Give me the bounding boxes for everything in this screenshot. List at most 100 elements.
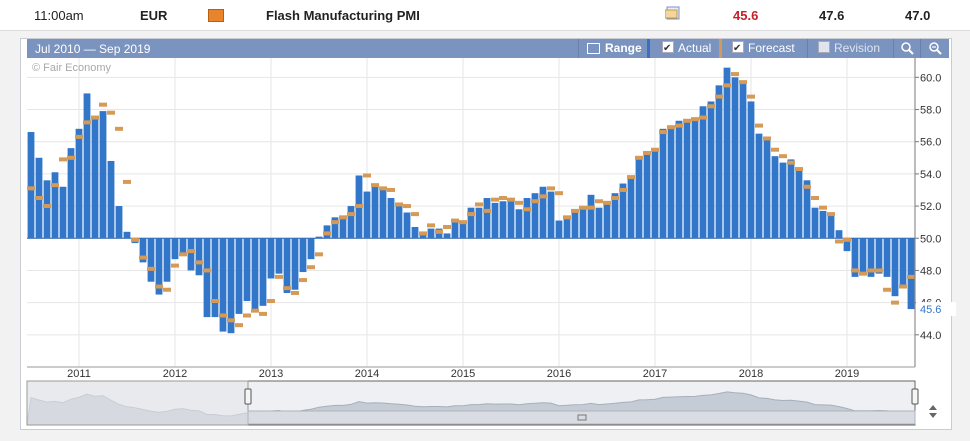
forecast-markers [27, 72, 915, 328]
forecast-marker [683, 118, 691, 123]
actual-bar [195, 238, 203, 276]
watermark-text: © Fair Economy [32, 62, 112, 74]
actual-bar [747, 101, 755, 239]
forecast-marker [475, 202, 483, 207]
forecast-marker [595, 199, 603, 204]
actual-bar [603, 201, 611, 239]
y-tick-label: 48.0 [920, 265, 941, 277]
forecast-marker [251, 308, 259, 313]
forecast-marker [467, 212, 475, 217]
event-actual: 45.6 [733, 8, 759, 23]
x-tick-label: 2017 [643, 368, 667, 380]
forecast-marker [67, 155, 75, 160]
actual-bar [211, 238, 219, 318]
revision-checkbox[interactable] [818, 41, 830, 53]
actual-toggle[interactable]: Actual [647, 39, 719, 58]
forecast-marker [323, 231, 331, 236]
forecast-marker [691, 117, 699, 122]
forecast-marker [83, 120, 91, 125]
actual-bar [347, 206, 355, 239]
forecast-marker [195, 260, 203, 265]
forecast-marker [363, 173, 371, 178]
forecast-marker [171, 263, 179, 268]
forecast-checkbox[interactable] [732, 39, 744, 58]
range-button[interactable]: Range [578, 39, 647, 58]
forecast-marker [155, 284, 163, 289]
forecast-marker [771, 147, 779, 152]
forecast-marker [395, 202, 403, 207]
actual-bar [843, 238, 851, 252]
forecast-marker [451, 218, 459, 223]
y-tick-label: 58.0 [920, 105, 941, 117]
forecast-toggle[interactable]: Forecast [719, 39, 807, 58]
forecast-marker [531, 199, 539, 204]
actual-bar [315, 236, 323, 239]
forecast-marker [443, 224, 451, 229]
actual-bar [803, 180, 811, 239]
event-forecast: 47.6 [819, 8, 845, 23]
detail-page-icon[interactable] [664, 6, 681, 20]
actual-bar [707, 101, 715, 239]
actual-bar [67, 148, 75, 239]
actual-bar [291, 238, 299, 290]
y-tick-label: 50.0 [920, 233, 941, 245]
forecast-marker [235, 323, 243, 328]
forecast-marker [747, 94, 755, 99]
forecast-marker [179, 252, 187, 257]
actual-bar [691, 117, 699, 239]
x-tick-label: 2014 [355, 368, 379, 380]
forecast-marker [643, 150, 651, 155]
forecast-marker [795, 167, 803, 172]
forecast-marker [139, 255, 147, 260]
forecast-marker [427, 223, 435, 228]
navigator-scrollbar[interactable] [247, 410, 916, 425]
calendar-event-row[interactable]: 11:00am EUR Flash Manufacturing PMI 45.6… [0, 0, 970, 31]
actual-bar [619, 183, 627, 239]
actual-bar [835, 230, 843, 239]
y-tick-label: 44.0 [920, 330, 941, 342]
x-tick-label: 2018 [739, 368, 763, 380]
forecast-marker [163, 287, 171, 292]
forecast-marker [435, 229, 443, 234]
actual-bar [179, 238, 187, 253]
actual-bar [147, 238, 155, 282]
actual-bar [91, 115, 99, 239]
actual-bar [227, 238, 235, 334]
event-title[interactable]: Flash Manufacturing PMI [266, 8, 420, 23]
actual-bar [99, 111, 107, 239]
forecast-marker [739, 80, 747, 85]
actual-bar [59, 186, 67, 239]
forecast-marker [491, 197, 499, 202]
actual-bar [659, 128, 667, 239]
actual-bar [819, 210, 827, 239]
forecast-marker [523, 207, 531, 212]
scroll-up-icon[interactable] [929, 405, 937, 410]
actual-bar [827, 214, 835, 239]
forecast-marker [227, 318, 235, 323]
scroll-down-icon[interactable] [929, 413, 937, 418]
actual-bar [283, 238, 291, 293]
forecast-marker [827, 212, 835, 217]
actual-bar [475, 207, 483, 239]
zoom-in-button[interactable] [893, 39, 921, 58]
forecast-marker [355, 204, 363, 209]
actual-checkbox[interactable] [662, 39, 674, 58]
forecast-marker [899, 284, 907, 289]
actual-bar [251, 238, 259, 311]
forecast-marker [507, 197, 515, 202]
range-navigator[interactable] [26, 380, 937, 426]
actual-bar [715, 85, 723, 239]
actual-bar [451, 220, 459, 239]
actual-bar [699, 106, 707, 239]
forecast-marker [483, 208, 491, 213]
navigator-left-handle[interactable] [244, 388, 252, 405]
zoom-out-button[interactable] [920, 39, 950, 58]
forecast-marker [619, 187, 627, 192]
y-tick-label: 60.0 [920, 72, 941, 84]
revision-toggle[interactable]: Revision [807, 39, 893, 58]
actual-bar [755, 133, 763, 239]
navigator-right-handle[interactable] [911, 388, 919, 405]
actual-bar [139, 238, 147, 263]
event-previous: 47.0 [905, 8, 931, 23]
